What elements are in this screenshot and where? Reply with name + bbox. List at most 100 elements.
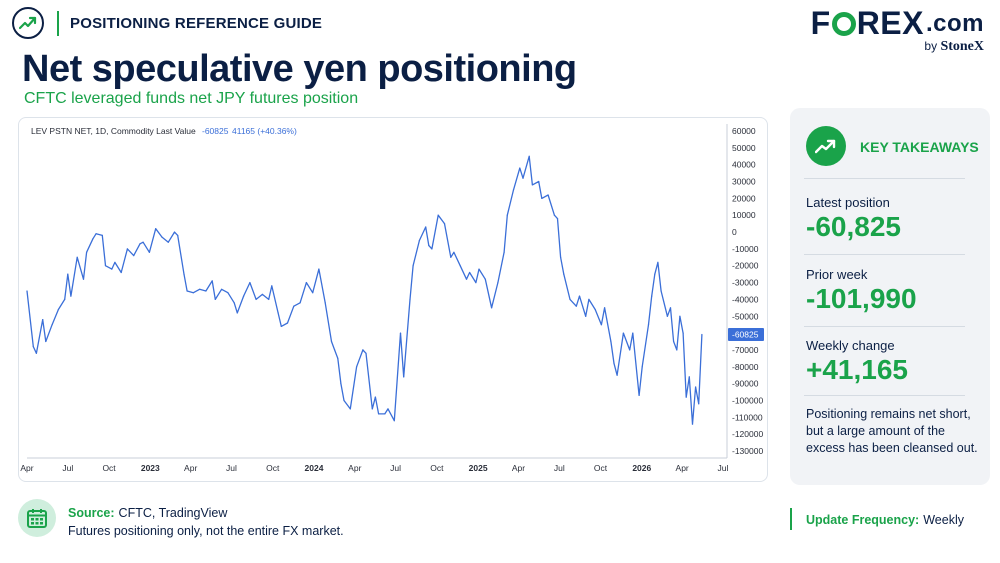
data-point: [173, 231, 176, 233]
data-point: [491, 307, 493, 309]
x-tick-label: Oct: [266, 463, 280, 473]
panel-divider: [804, 254, 965, 255]
x-tick-label: 2026: [632, 463, 651, 473]
data-point: [70, 295, 72, 297]
data-point: [660, 290, 662, 292]
data-point: [387, 408, 389, 410]
data-point: [594, 308, 596, 311]
data-point: [365, 352, 367, 354]
trend-up-icon: [815, 139, 836, 154]
y-tick-label: -90000: [732, 379, 759, 389]
data-point: [371, 408, 373, 410]
brand-logo[interactable]: F REX .com by StoneX: [811, 5, 984, 55]
data-point: [221, 288, 223, 290]
data-point: [469, 271, 471, 274]
data-point: [349, 408, 351, 410]
data-point: [657, 261, 659, 263]
data-point: [600, 324, 603, 326]
data-point: [641, 366, 643, 368]
y-tick-label: 10000: [732, 210, 756, 220]
takeaways-heading: KEY TAKEAWAYS: [860, 139, 979, 155]
data-point: [133, 255, 135, 257]
data-point: [26, 290, 28, 292]
data-point: [698, 403, 700, 405]
data-point: [431, 248, 433, 250]
data-point: [280, 325, 282, 327]
logo-wordmark: F REX .com: [811, 5, 984, 42]
data-point: [585, 315, 587, 317]
data-point: [695, 386, 697, 388]
data-point: [547, 194, 549, 196]
data-point: [613, 362, 615, 364]
data-point: [512, 189, 515, 191]
data-point: [673, 340, 675, 343]
data-point: [701, 333, 703, 336]
y-tick-label: -70000: [732, 345, 759, 355]
data-point: [155, 228, 157, 230]
data-point: [443, 223, 446, 225]
data-point: [337, 357, 339, 359]
x-tick-label: Apr: [184, 463, 197, 473]
y-tick-label: -50000: [732, 311, 759, 321]
guide-label: POSITIONING REFERENCE GUIDE: [70, 15, 323, 32]
data-point: [503, 251, 505, 253]
frequency-value: Weekly: [923, 513, 964, 527]
y-tick-label: -30000: [732, 278, 759, 288]
x-tick-label: Oct: [594, 463, 608, 473]
x-tick-label: 2023: [141, 463, 160, 473]
logo-byline: by StoneX: [811, 39, 984, 55]
data-point: [465, 278, 468, 280]
data-point: [553, 214, 556, 216]
page-title: Net speculative yen positioning: [22, 48, 577, 90]
data-point: [211, 280, 213, 282]
weekly-change-label: Weekly change: [806, 338, 895, 353]
x-tick-label: Jul: [62, 463, 73, 473]
data-point: [312, 292, 314, 294]
data-point: [305, 282, 307, 284]
data-point: [393, 420, 395, 422]
data-point: [632, 332, 634, 334]
last-value-label: -60825: [732, 329, 759, 339]
source-value: CFTC, TradingView: [118, 506, 228, 520]
data-point: [556, 218, 559, 220]
data-point: [92, 238, 94, 240]
takeaways-note: Positioning remains net short, but a lar…: [806, 407, 978, 455]
chart-card[interactable]: 60000 50000 40000 30000 20000 10000 0 -10000 -20…: [18, 117, 768, 482]
latest-position-label: Latest position: [806, 195, 890, 210]
weekly-change-value: +41,165: [806, 354, 908, 385]
data-point: [139, 243, 141, 245]
data-point: [647, 324, 650, 326]
data-point: [95, 233, 97, 235]
data-point: [199, 288, 201, 290]
x-tick-label: Apr: [348, 463, 361, 473]
logo-stonex: StoneX: [940, 39, 984, 54]
data-point: [271, 285, 273, 287]
frequency-label: Update Frequency:: [806, 513, 920, 527]
data-point: [324, 302, 326, 304]
prior-week-value: -101,990: [806, 283, 917, 314]
x-tick-label: Jul: [718, 463, 729, 473]
data-point: [64, 298, 66, 300]
data-point: [682, 332, 684, 334]
y-tick-label: -100000: [732, 395, 763, 405]
data-point: [76, 256, 78, 258]
chart-legend-value: -60825: [202, 126, 229, 136]
data-point: [111, 268, 113, 270]
data-point: [604, 307, 606, 309]
data-point: [691, 423, 694, 425]
y-tick-label: 20000: [732, 193, 756, 203]
panel-divider: [804, 178, 965, 179]
data-point: [101, 234, 103, 236]
positioning-chart[interactable]: 60000 50000 40000 30000 20000 10000 0 -10000 -20…: [19, 118, 769, 483]
chart-legend-label: LEV PSTN NET, 1D, Commodity Last Value: [31, 126, 196, 136]
data-point: [528, 155, 530, 157]
data-point: [519, 167, 521, 169]
update-frequency: Update Frequency: Weekly: [806, 513, 964, 527]
x-tick-label: Apr: [20, 463, 33, 473]
data-point: [418, 239, 420, 242]
data-point: [428, 244, 430, 247]
y-tick-label: -10000: [732, 244, 759, 254]
data-point: [35, 352, 37, 354]
data-point: [409, 298, 411, 300]
source-calendar-icon: [18, 499, 56, 537]
